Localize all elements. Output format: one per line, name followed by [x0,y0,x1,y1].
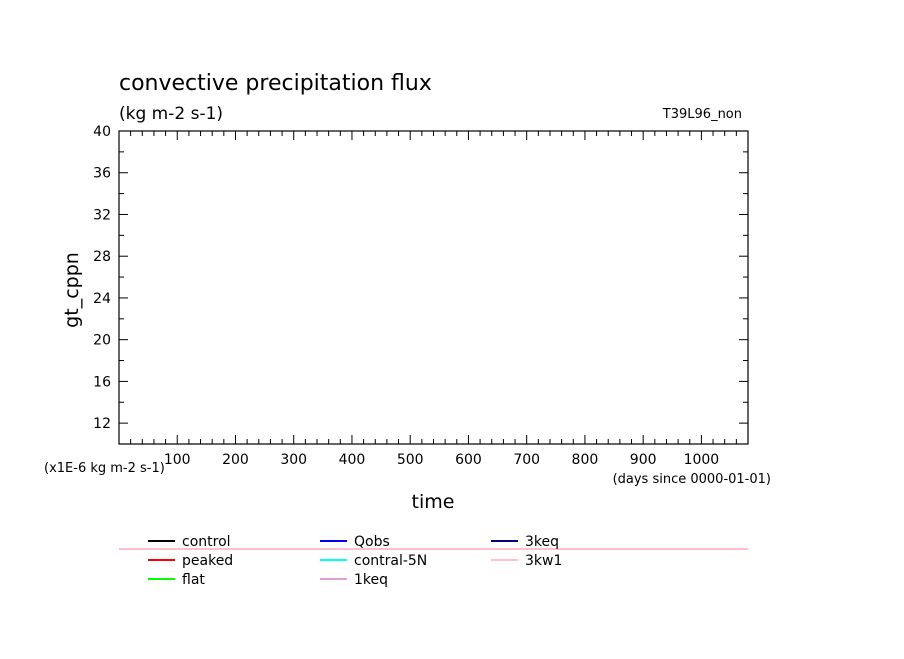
legend-label: 3keq [525,534,559,550]
x-tick-label: 500 [397,452,424,468]
x-tick-label: 600 [455,452,482,468]
x-tick-label: 900 [630,452,657,468]
legend-label: control [182,534,231,550]
chart-title: convective precipitation flux [119,71,432,96]
chart-subtitle: (kg m-2 s-1) [119,104,223,124]
y-tick-label: 36 [93,166,111,182]
x-axis-ticks: 100 200 300 400 500 600 700 800 900 1000 [130,131,737,468]
y-tick-label: 28 [93,249,111,265]
x-tick-label: 200 [222,452,249,468]
x-tick-label: 100 [164,452,191,468]
x-tick-label: 1000 [684,452,720,468]
legend-label: contral-5N [354,553,427,569]
x-tick-label: 700 [513,452,540,468]
x-tick-label: 400 [339,452,366,468]
run-label: T39L96_non [662,107,742,122]
x-axis-label: time [412,491,455,513]
legend: control peaked flat Qobs contral-5N 1keq 3keq 3… [148,534,562,588]
y-tick-label: 20 [93,333,111,349]
y-axis-label: gt_cppn [61,252,83,328]
legend-label: Qobs [354,534,390,550]
y-tick-label: 40 [93,124,111,140]
plot-frame [118,130,749,445]
legend-label: 3kw1 [525,553,562,569]
x-tick-label: 800 [572,452,599,468]
x-axis-units: (days since 0000-01-01) [613,472,771,487]
y-tick-label: 16 [93,374,111,390]
y-tick-label: 24 [93,291,111,307]
legend-label: peaked [182,553,233,569]
x-tick-label: 300 [280,452,307,468]
y-axis-ticks: 12 16 20 24 28 32 36 40 [93,124,748,445]
y-axis-units: (x1E-6 kg m-2 s-1) [44,461,165,476]
y-tick-label: 32 [93,207,111,223]
legend-label: 1keq [354,572,388,588]
y-tick-label: 12 [93,416,111,432]
legend-label: flat [182,572,205,588]
